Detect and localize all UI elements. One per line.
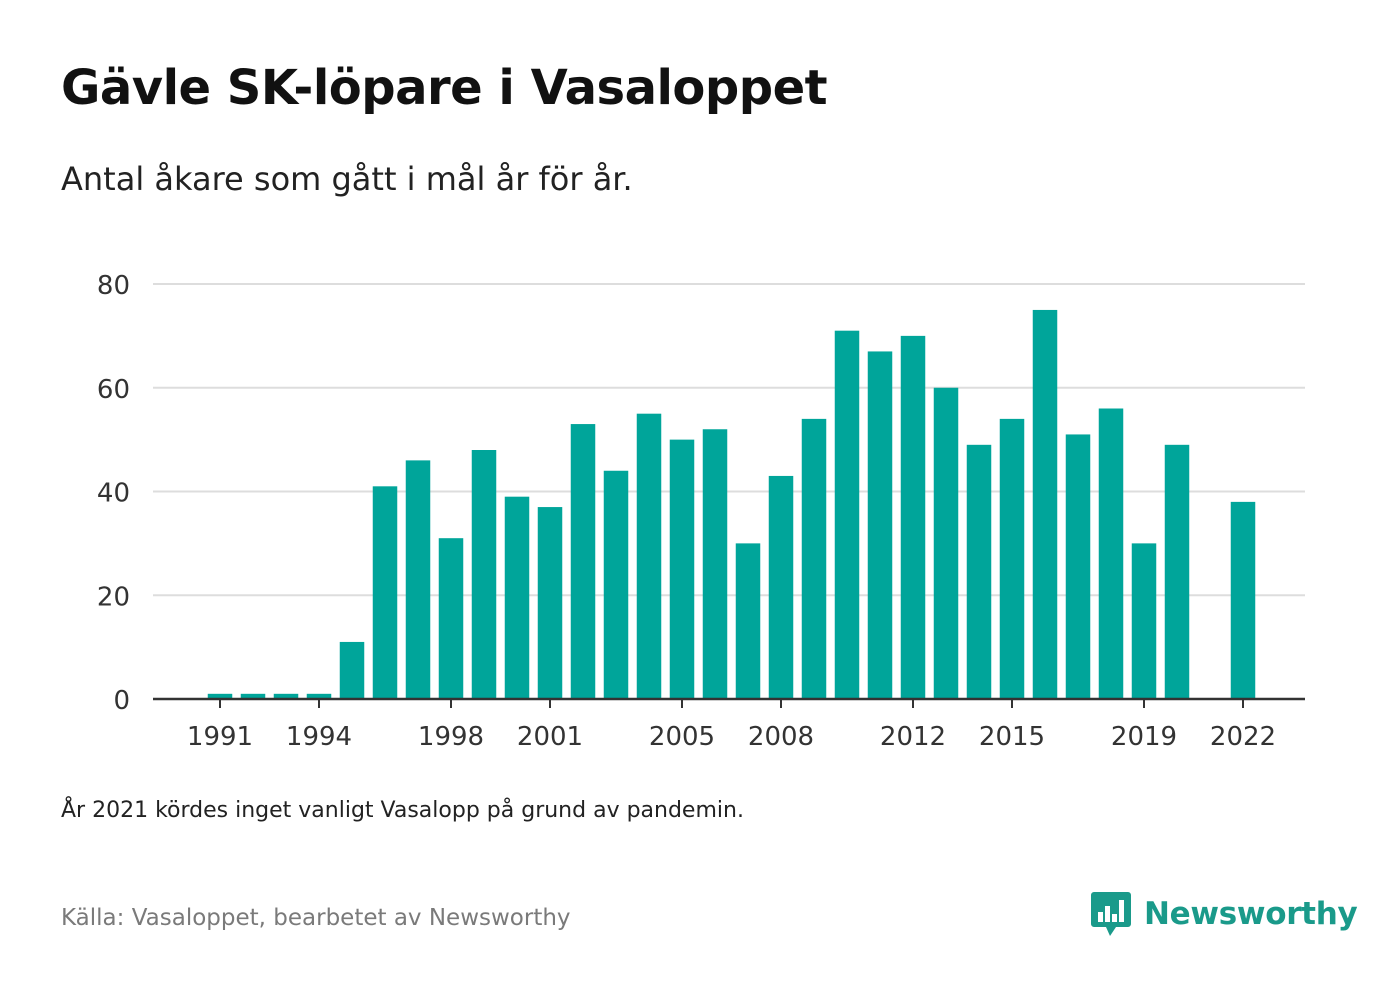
bar-2017 bbox=[1065, 434, 1091, 699]
bar-2000 bbox=[504, 496, 530, 699]
newsworthy-logo-icon bbox=[1091, 892, 1131, 936]
bar-2012 bbox=[900, 335, 926, 699]
chart-subtitle: Antal åkare som gått i mål år för år. bbox=[61, 160, 633, 198]
y-tick-label: 0 bbox=[113, 686, 130, 716]
bar-2016 bbox=[1032, 309, 1058, 699]
bar-2006 bbox=[702, 429, 728, 699]
bar-2005 bbox=[669, 439, 695, 699]
bar-2018 bbox=[1098, 408, 1124, 699]
x-tick-label: 2015 bbox=[979, 722, 1045, 752]
y-tick-label: 60 bbox=[97, 375, 130, 405]
y-axis-ticks: 0 20 40 60 80 bbox=[97, 271, 130, 716]
bar-1998 bbox=[438, 538, 464, 699]
bar-1993 bbox=[273, 693, 299, 699]
bar-2008 bbox=[768, 475, 794, 699]
x-tick-label: 2005 bbox=[649, 722, 715, 752]
bar-1997 bbox=[405, 460, 431, 699]
x-axis-ticks: 1991 1994 1998 2001 2005 2008 2012 2015 2019 2022 bbox=[187, 699, 1276, 752]
x-tick-label: 2019 bbox=[1111, 722, 1177, 752]
bar-2011 bbox=[867, 351, 893, 699]
y-tick-label: 20 bbox=[97, 582, 130, 612]
x-tick-label: 2022 bbox=[1210, 722, 1276, 752]
bar-2013 bbox=[933, 387, 959, 699]
bar-1996 bbox=[372, 486, 398, 699]
bar-1992 bbox=[240, 693, 266, 699]
bar-1995 bbox=[339, 641, 365, 699]
x-tick-label: 1998 bbox=[418, 722, 484, 752]
chart-title: Gävle SK-löpare i Vasaloppet bbox=[61, 60, 828, 116]
bar-2002 bbox=[570, 424, 596, 699]
bar-2019 bbox=[1131, 543, 1157, 699]
bar-2001 bbox=[537, 507, 563, 699]
chart-note: År 2021 kördes inget vanligt Vasalopp på… bbox=[61, 798, 744, 823]
bars bbox=[207, 309, 1256, 699]
bar-1994 bbox=[306, 693, 332, 699]
x-tick-label: 1991 bbox=[187, 722, 253, 752]
source-credit: Källa: Vasaloppet, bearbetet av Newswort… bbox=[61, 905, 571, 931]
bar-2009 bbox=[801, 418, 827, 699]
bar-2007 bbox=[735, 543, 761, 699]
x-tick-label: 2012 bbox=[880, 722, 946, 752]
bar-1999 bbox=[471, 450, 497, 699]
bar-2020 bbox=[1164, 444, 1190, 699]
bar-2022 bbox=[1230, 501, 1256, 699]
y-tick-label: 40 bbox=[97, 479, 130, 509]
x-tick-label: 1994 bbox=[286, 722, 352, 752]
bar-2010 bbox=[834, 330, 860, 699]
bar-2014 bbox=[966, 444, 992, 699]
brand-name: Newsworthy bbox=[1144, 896, 1358, 932]
bar-2004 bbox=[636, 413, 662, 699]
bar-2015 bbox=[999, 418, 1025, 699]
x-tick-label: 2001 bbox=[517, 722, 583, 752]
bar-1991 bbox=[207, 693, 233, 699]
bar-2003 bbox=[603, 470, 629, 699]
x-tick-label: 2008 bbox=[748, 722, 814, 752]
brand-logo: Newsworthy bbox=[1090, 890, 1358, 938]
y-tick-label: 80 bbox=[97, 271, 130, 301]
